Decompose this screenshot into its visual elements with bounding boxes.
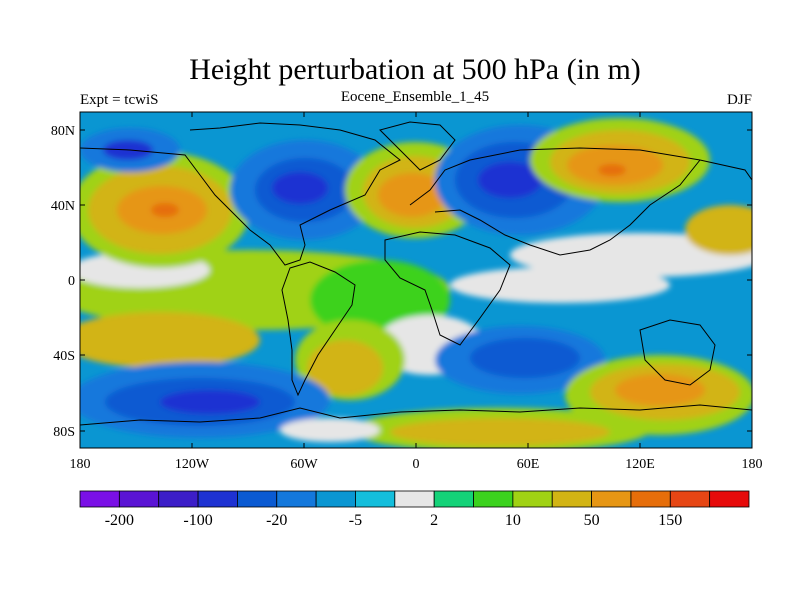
south-america-outline (281, 261, 356, 397)
greenland-outline (379, 121, 456, 171)
colorbar-box (315, 490, 356, 508)
lat-tick-label: 40S (53, 349, 75, 364)
colorbar-box (355, 490, 396, 508)
colorbar-label: -5 (349, 512, 362, 529)
colorbar-box (237, 490, 278, 508)
colorbar-box (512, 490, 553, 508)
colorbar-box (118, 490, 160, 508)
lon-tick-label: 180 (742, 457, 763, 472)
colorbar-box (197, 490, 238, 508)
colorbar (79, 490, 750, 508)
colorbar-box (158, 490, 199, 508)
colorbar-box (473, 490, 514, 508)
lon-tick-label: 0 (413, 457, 420, 472)
colorbar-labels: -200 -100 -20 -5 2 10 50 150 (105, 512, 683, 529)
colorbar-box (394, 490, 435, 508)
lon-tick-label: 60W (290, 457, 318, 472)
colorbar-label: 10 (505, 512, 521, 529)
colorbar-label: -20 (266, 512, 287, 529)
lat-tick-label: 80S (53, 425, 75, 440)
colorbar-box (433, 490, 474, 508)
colorbar-box (709, 490, 750, 508)
lon-tick-label: 180 (70, 457, 91, 472)
colorbar-label: 150 (658, 512, 682, 529)
season-label: DJF (726, 92, 752, 108)
antarctica-outline (80, 404, 752, 426)
colorbar-box (79, 490, 120, 508)
colorbar-box (669, 490, 711, 508)
colorbar-label: 50 (584, 512, 600, 529)
latitude-axis: 80N 40N 0 40S 80S (51, 124, 752, 440)
north-america-outline (80, 122, 401, 266)
africa-outline (384, 231, 511, 346)
experiment-label: Expt = tcwiS (80, 92, 159, 108)
plot-title: Height perturbation at 500 hPa (in m) (189, 53, 641, 86)
height-field (80, 112, 752, 448)
colorbar-box (551, 490, 592, 508)
colorbar-label: 2 (430, 512, 438, 529)
longitude-axis: 180 120W 60W 0 60E 120E 180 (70, 112, 763, 472)
lon-tick-label: 120E (625, 457, 655, 472)
colorbar-label: -200 (105, 512, 134, 529)
colorbar-box (276, 490, 317, 508)
ensemble-label: Eocene_Ensemble_1_45 (340, 89, 490, 105)
colorbar-box (630, 490, 671, 508)
australia-outline (639, 319, 716, 386)
eurasia-outline (409, 147, 752, 256)
coastlines (80, 121, 752, 426)
lat-tick-label: 40N (51, 199, 75, 214)
lat-tick-label: 80N (51, 124, 75, 139)
lon-tick-label: 120W (175, 457, 210, 472)
colorbar-label: -100 (183, 512, 212, 529)
lat-tick-label: 0 (68, 274, 75, 289)
lon-tick-label: 60E (517, 457, 540, 472)
colorbar-box (591, 490, 632, 508)
